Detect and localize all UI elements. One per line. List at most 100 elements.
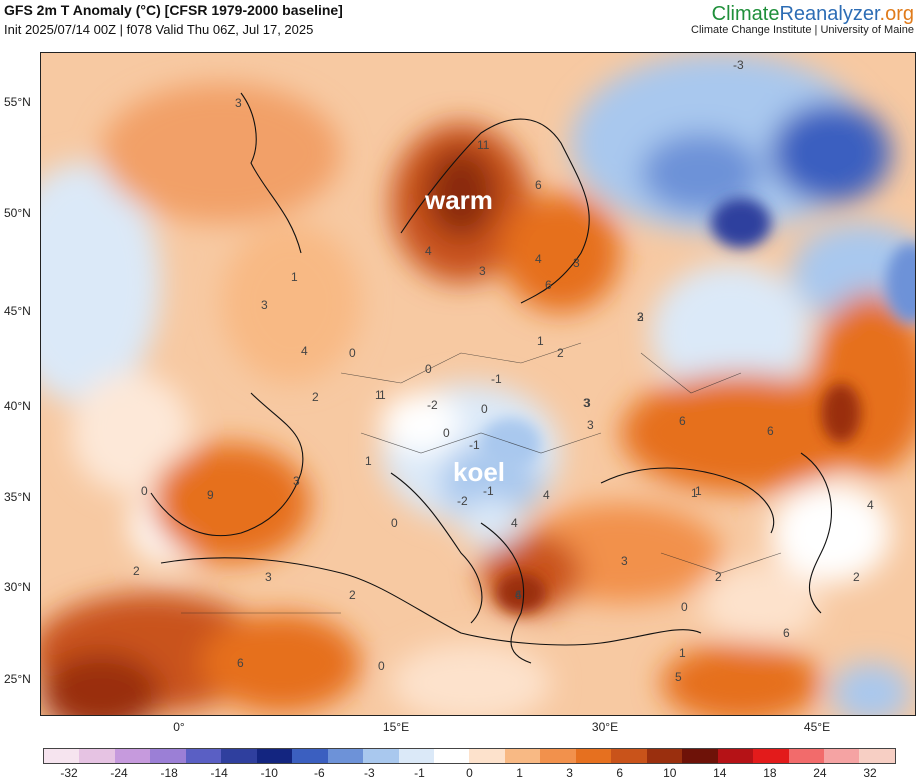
contour-label: 2 [349, 588, 356, 602]
colorbar-swatch [788, 749, 824, 763]
colorbar-swatch [540, 749, 576, 763]
colorbar-swatch [363, 749, 399, 763]
colorbar-label: -24 [110, 766, 128, 780]
brand-wordmark: ClimateReanalyzer.org [691, 3, 914, 26]
contour-label: 0 [349, 346, 356, 360]
colorbar-swatch [504, 749, 541, 763]
contour-label: 4 [543, 488, 550, 502]
contour-label: 3 [583, 396, 590, 410]
contour-label: 0 [378, 659, 385, 673]
coast-iberia [150, 392, 304, 537]
contour-label: 1 [679, 646, 686, 660]
border-line-2 [360, 432, 602, 454]
contour-label: 3 [265, 570, 272, 584]
contour-label: 9 [207, 488, 214, 502]
contour-label: -3 [733, 58, 744, 72]
contour-label: 6 [767, 424, 774, 438]
contour-label: 3 [261, 298, 268, 312]
contour-label: 5 [675, 670, 682, 684]
contour-label: 1 [365, 454, 372, 468]
lat-label-50: 50°N [4, 206, 31, 220]
coast-italy [390, 472, 483, 624]
lat-label-35: 35°N [4, 490, 31, 504]
contour-label: 6 [783, 626, 790, 640]
cool-annotation: koel [453, 457, 505, 487]
coast-caspian [800, 452, 832, 614]
colorbar-swatch [185, 749, 222, 763]
colorbar-label: 32 [863, 766, 877, 780]
colorbar-swatch [327, 749, 364, 763]
coast-north-africa [160, 557, 702, 646]
contour-label: 0 [443, 426, 450, 440]
colorbar-label: -10 [260, 766, 278, 780]
colorbar-swatch [44, 749, 80, 763]
lat-label-25: 25°N [4, 672, 31, 686]
colorbar-label: -1 [414, 766, 425, 780]
warm-annotation: warm [424, 185, 493, 215]
coast-scandinavia [400, 118, 590, 304]
contour-label: 1 [537, 334, 544, 348]
contour-label: 4 [867, 498, 874, 512]
border-line-5 [660, 552, 782, 574]
contour-label: 6 [237, 656, 244, 670]
contour-label: 2 [715, 570, 722, 584]
contour-label: 6 [679, 414, 686, 428]
contour-label: 2 [557, 346, 564, 360]
lon-label-0: 0° [173, 720, 185, 734]
colorbar-swatch [682, 749, 718, 763]
colorbar-label: 14 [713, 766, 727, 780]
contour-label: 1 [695, 484, 702, 498]
colorbar-swatch [646, 749, 683, 763]
map-subtitle: Init 2025/07/14 00Z | f078 Valid Thu 06Z… [4, 22, 314, 37]
contour-label: 2 [312, 390, 319, 404]
colorbar-swatch [611, 749, 647, 763]
border-line-4 [640, 352, 742, 394]
contour-label: -2 [427, 398, 438, 412]
contour-label: 3 [637, 310, 644, 324]
contour-label: 3 [235, 96, 242, 110]
colorbar-label: 3 [566, 766, 573, 780]
contour-label: 3 [573, 256, 580, 270]
colorbar-label: 10 [663, 766, 677, 780]
contour-label: 3 [587, 418, 594, 432]
colorbar-label: -6 [313, 766, 325, 780]
colorbar-swatch [823, 749, 860, 763]
contour-label: 3 [293, 474, 300, 488]
contour-label: 4 [515, 588, 522, 602]
contour-label: 0 [141, 484, 148, 498]
coast-uk [240, 92, 302, 254]
contour-label: 0 [681, 600, 688, 614]
brand-part-3: .org [879, 3, 914, 25]
colorbar-swatch [150, 749, 186, 763]
contour-label: 11 [477, 138, 490, 152]
contour-label: 1 [375, 388, 382, 402]
map-title: GFS 2m T Anomaly (°C) [CFSR 1979-2000 ba… [4, 2, 343, 18]
anomaly-map-svg: 11 6 4 3 3 4 6 3 2 1 1 2 3 4 0 0 1 -1 -2… [41, 53, 915, 715]
contour-label: -2 [457, 494, 468, 508]
lon-label-30e: 30°E [591, 720, 619, 734]
contour-label: 0 [481, 402, 488, 416]
lat-label-40: 40°N [4, 399, 31, 413]
contour-labels: 11 6 4 3 3 4 6 3 2 1 1 2 3 4 0 0 1 -1 -2… [133, 58, 874, 684]
colorbar-swatch [433, 749, 470, 763]
contour-label: 6 [545, 278, 552, 292]
colorbar-label: -18 [160, 766, 178, 780]
contour-label: -1 [469, 438, 480, 452]
coastlines [150, 92, 832, 664]
contour-label: 3 [621, 554, 628, 568]
contour-label: 2 [133, 564, 140, 578]
colorbar-swatch [717, 749, 754, 763]
brand-logo[interactable]: ClimateReanalyzer.org Climate Change Ins… [691, 3, 914, 36]
colorbar-label: 18 [763, 766, 777, 780]
anomaly-map[interactable]: 11 6 4 3 3 4 6 3 2 1 1 2 3 4 0 0 1 -1 -2… [40, 52, 916, 716]
coast-black-sea [600, 467, 775, 534]
contour-label: 0 [391, 516, 398, 530]
coast-balkans [480, 522, 532, 664]
colorbar-swatch [79, 749, 115, 763]
colorbar-swatch [221, 749, 257, 763]
colorbar-swatch [398, 749, 434, 763]
border-line-1 [340, 342, 582, 384]
anomaly-detail [481, 198, 915, 613]
contour-label: 0 [425, 362, 432, 376]
contour-label: 6 [515, 588, 522, 602]
